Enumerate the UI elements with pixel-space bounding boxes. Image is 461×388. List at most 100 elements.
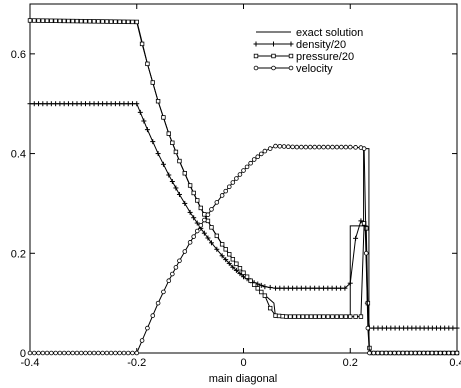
data-point — [100, 19, 105, 24]
data-point — [283, 314, 289, 319]
data-point — [44, 18, 50, 23]
data-point — [312, 144, 317, 150]
data-point — [104, 350, 110, 356]
x-tick-label: -0.4 — [21, 357, 40, 369]
data-point — [248, 160, 253, 166]
data-point — [53, 350, 58, 356]
y-tick-label: 0.2 — [11, 248, 26, 260]
data-point — [27, 18, 33, 23]
data-point — [363, 250, 369, 256]
data-point — [31, 350, 37, 356]
data-point — [273, 313, 278, 318]
data-point — [429, 350, 435, 356]
data-point — [259, 289, 264, 295]
data-point — [375, 325, 381, 331]
plot-frame — [29, 3, 458, 354]
data-point — [262, 148, 268, 154]
series-1 — [27, 101, 460, 331]
data-point — [49, 18, 54, 23]
data-point — [329, 285, 335, 291]
data-point — [176, 191, 182, 197]
data-point — [182, 171, 187, 176]
data-point — [113, 19, 118, 24]
data-point — [285, 285, 291, 291]
data-point — [194, 228, 200, 234]
data-point — [40, 18, 46, 23]
x-tick-label: 0 — [240, 357, 246, 369]
series-0 — [30, 19, 457, 354]
data-point — [365, 300, 371, 306]
data-point — [339, 314, 344, 319]
data-point — [182, 200, 188, 206]
y-tick-label: 0 — [20, 348, 26, 360]
data-point — [286, 144, 291, 149]
data-point — [273, 285, 279, 291]
data-point — [155, 151, 161, 157]
legend-marker — [271, 41, 276, 47]
data-point — [396, 325, 402, 331]
legend-marker — [271, 65, 276, 71]
data-point — [161, 289, 166, 295]
data-point — [262, 293, 268, 298]
data-point — [358, 218, 364, 224]
data-point — [294, 144, 300, 150]
data-point — [442, 350, 447, 356]
data-point — [74, 18, 80, 24]
data-point — [214, 233, 220, 239]
data-point — [166, 278, 172, 284]
data-point — [299, 144, 304, 150]
data-point — [255, 154, 261, 160]
data-point — [454, 325, 460, 331]
legend-marker — [288, 53, 294, 59]
data-point — [194, 220, 200, 226]
data-point — [70, 101, 76, 107]
data-point — [70, 350, 75, 356]
legend-entry: pressure/20 — [253, 51, 354, 63]
data-point — [317, 314, 322, 319]
legend-label: exact solution — [296, 27, 363, 39]
data-point — [108, 19, 114, 24]
data-point — [446, 350, 451, 356]
x-axis-label: main diagonal — [209, 373, 278, 385]
data-point — [27, 350, 33, 356]
data-point — [343, 144, 349, 150]
data-point — [367, 350, 372, 356]
data-point — [166, 131, 171, 136]
data-point — [379, 350, 385, 356]
data-point — [169, 178, 175, 184]
data-point — [191, 190, 196, 196]
data-point — [303, 144, 309, 150]
legend-label: density/20 — [296, 39, 346, 51]
data-point — [383, 350, 389, 356]
data-point — [237, 266, 243, 271]
data-point — [78, 350, 84, 356]
data-point — [173, 185, 179, 191]
data-point — [371, 325, 377, 331]
data-point — [214, 200, 220, 205]
data-point — [87, 19, 92, 24]
data-point — [170, 140, 175, 145]
data-point — [61, 101, 67, 107]
data-point — [361, 146, 367, 151]
data-point — [433, 350, 439, 356]
data-point — [48, 101, 54, 107]
data-point — [134, 19, 139, 25]
data-point — [161, 115, 166, 120]
data-point — [187, 240, 193, 245]
data-point — [219, 242, 225, 247]
data-point — [388, 350, 393, 356]
data-point — [316, 285, 322, 291]
series-2 — [27, 18, 460, 356]
data-point — [187, 183, 193, 188]
data-point — [113, 350, 118, 356]
data-point — [244, 164, 250, 170]
data-point — [40, 350, 46, 356]
legend-label: pressure/20 — [296, 51, 354, 63]
data-point — [325, 285, 331, 291]
data-point — [417, 350, 422, 356]
data-point — [223, 247, 228, 252]
data-point — [83, 19, 88, 24]
data-point — [104, 19, 110, 24]
data-point — [65, 101, 71, 107]
data-point — [205, 235, 211, 241]
